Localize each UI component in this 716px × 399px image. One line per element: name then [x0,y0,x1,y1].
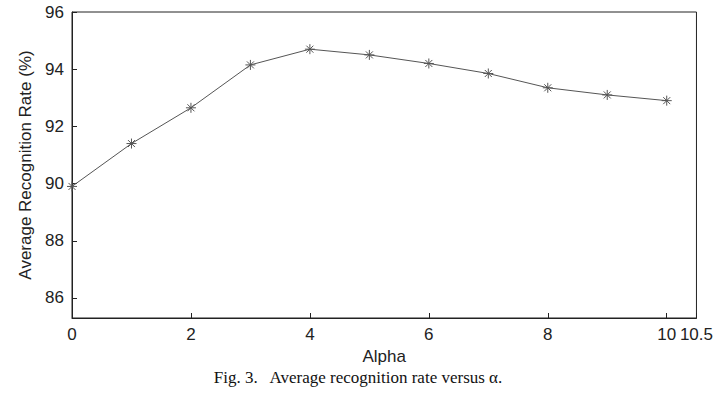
svg-text:88: 88 [45,231,64,250]
svg-text:90: 90 [45,174,64,193]
svg-text:Average Recognition Rate (%): Average Recognition Rate (%) [16,50,35,279]
svg-text:Alpha: Alpha [362,347,406,366]
svg-text:8: 8 [543,325,552,344]
svg-text:96: 96 [45,3,64,22]
svg-text:94: 94 [45,60,64,79]
svg-text:10: 10 [657,325,676,344]
svg-text:86: 86 [45,288,64,307]
svg-text:10.5: 10.5 [680,325,713,344]
svg-text:Fig. 3. Average recognition: Fig. 3. Average recognition rate versus … [214,368,503,387]
svg-text:2: 2 [186,325,195,344]
svg-text:4: 4 [305,325,314,344]
svg-text:0: 0 [67,325,76,344]
svg-text:6: 6 [424,325,433,344]
svg-text:92: 92 [45,117,64,136]
